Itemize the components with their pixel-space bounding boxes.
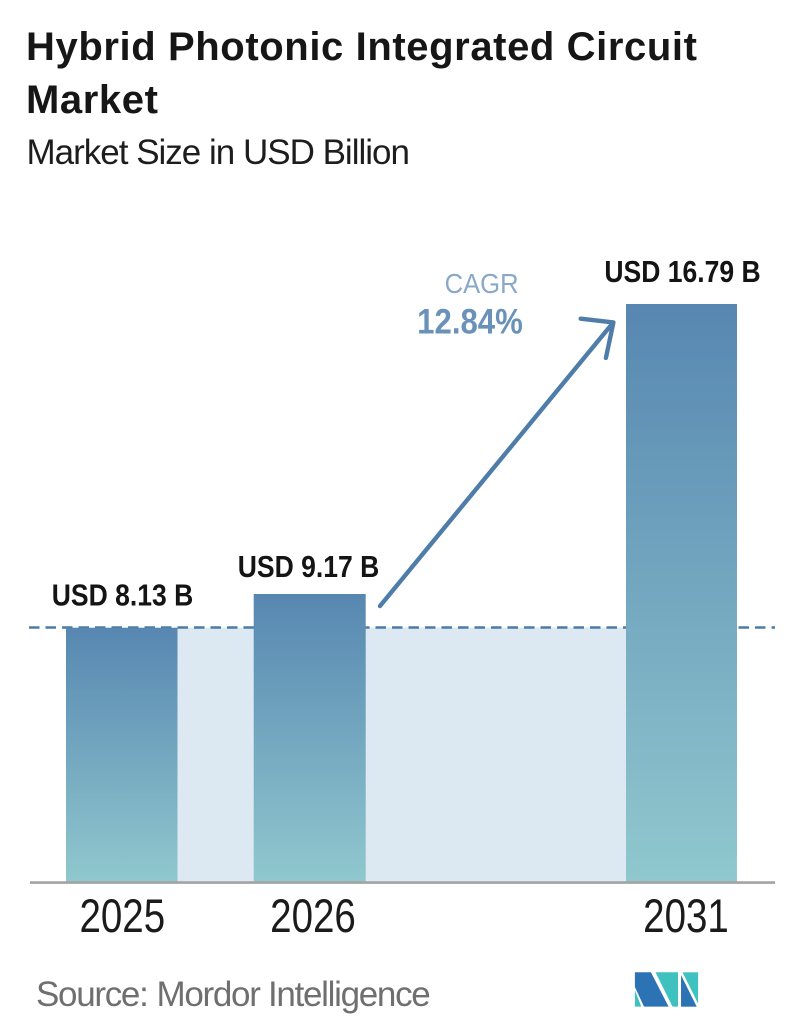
svg-text:12.84%: 12.84% — [417, 303, 523, 342]
svg-text:Market Size in USD Billion: Market Size in USD Billion — [27, 133, 409, 172]
svg-text:2026: 2026 — [270, 891, 356, 943]
svg-text:Source:: Source: — [36, 975, 148, 1014]
svg-text:USD 16.79 B: USD 16.79 B — [604, 255, 760, 289]
svg-text:CAGR: CAGR — [445, 268, 519, 299]
svg-text:Hybrid Photonic Integrated Cir: Hybrid Photonic Integrated Circuit — [26, 25, 698, 69]
svg-text:USD 9.17 B: USD 9.17 B — [238, 550, 380, 584]
svg-text:USD 8.13 B: USD 8.13 B — [52, 579, 194, 613]
svg-text:Market: Market — [26, 78, 159, 122]
svg-text:Mordor Intelligence: Mordor Intelligence — [157, 975, 430, 1014]
svg-text:2031: 2031 — [643, 891, 729, 943]
svg-text:2025: 2025 — [79, 891, 165, 943]
